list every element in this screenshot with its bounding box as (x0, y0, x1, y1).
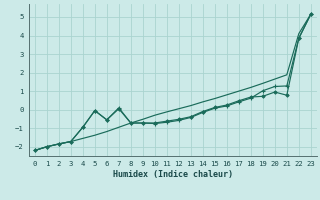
X-axis label: Humidex (Indice chaleur): Humidex (Indice chaleur) (113, 170, 233, 179)
